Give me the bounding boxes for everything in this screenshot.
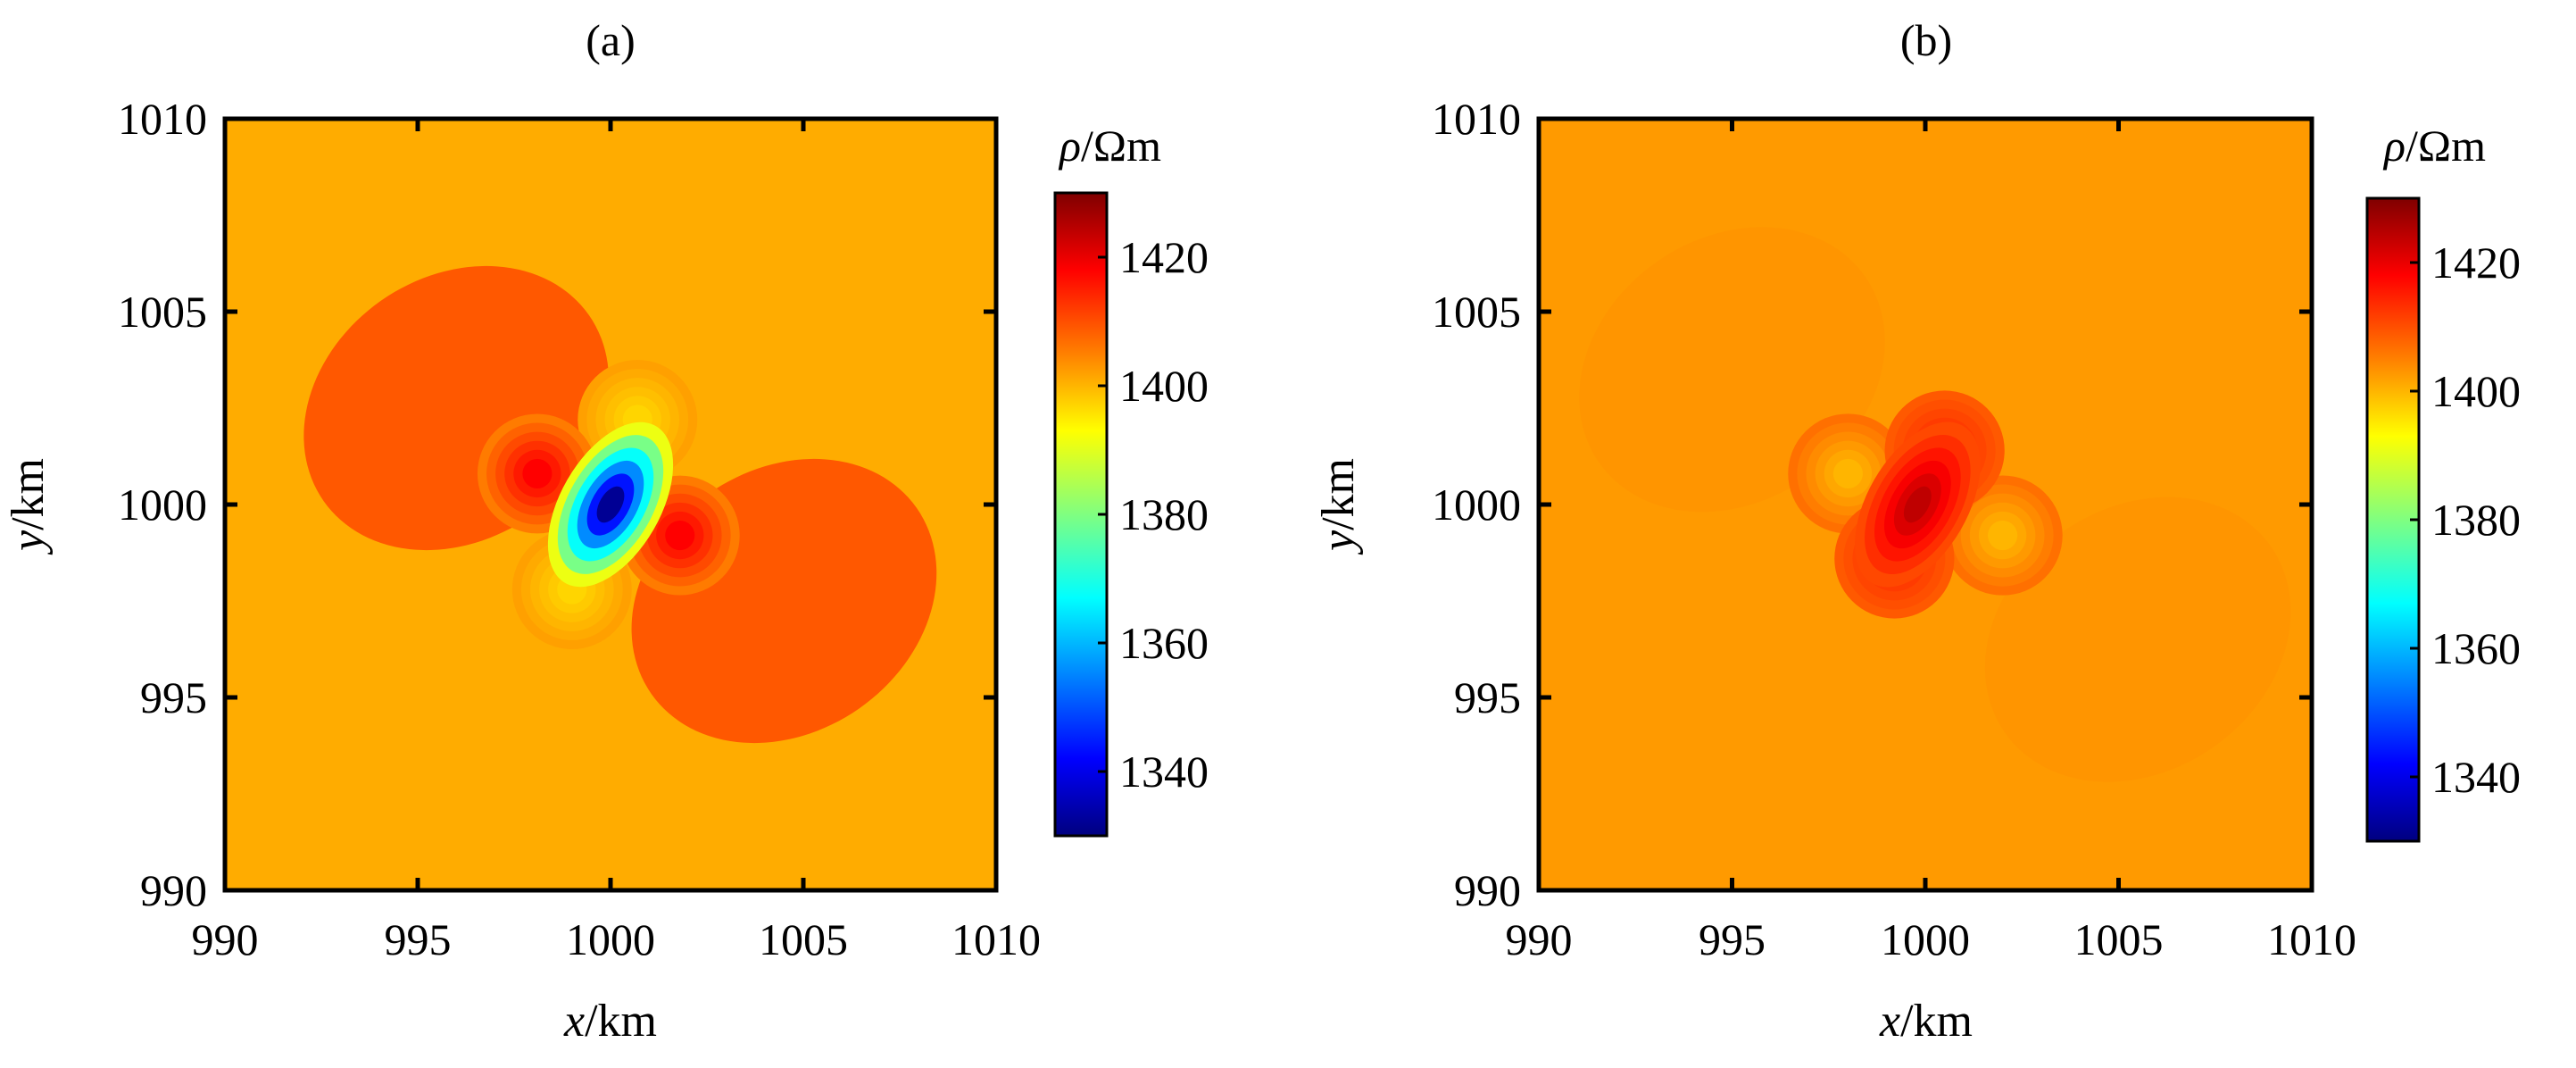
contour-ring (596, 486, 625, 523)
colorbar-tick-label: 1380 (1119, 489, 1209, 539)
y-tick-label: 1000 (1432, 480, 1521, 530)
colorbar-tick-label: 1420 (2431, 238, 2521, 288)
x-ticks-b: 990 995 1000 1005 1010 (1506, 119, 2356, 964)
x-tick-label: 1005 (2074, 914, 2164, 964)
colorbar-tick-label: 1420 (1119, 232, 1209, 282)
y-ticks-b: 990 995 1000 1005 1010 (1432, 94, 2312, 915)
colorbar-tick-label: 1340 (2431, 752, 2521, 802)
colorbar-label-b: ρ/Ωm (2382, 121, 2486, 171)
contour-lobe (1984, 496, 2291, 782)
x-tick-label: 1010 (951, 914, 1041, 964)
x-axis-label-a: x/km (563, 996, 657, 1047)
y-tick-label: 990 (140, 865, 207, 915)
colorbar-tick-label: 1340 (1119, 747, 1209, 797)
x-tick-label: 990 (192, 914, 259, 964)
x-tick-label: 990 (1506, 914, 1573, 964)
panel-a: (a) 990 995 1000 1005 1010 990 995 1000 1005 101… (3, 15, 1209, 1047)
colorbar-ticks-b: 1340 1360 1380 1400 1420 (2410, 238, 2521, 802)
x-tick-label: 1000 (566, 914, 655, 964)
x-tick-label: 1000 (1881, 914, 1970, 964)
x-axis-label-b: x/km (1879, 996, 1973, 1047)
y-axis-label-a: y/km (3, 458, 54, 555)
x-tick-label: 995 (1699, 914, 1766, 964)
colorbar-ticks-a: 1340 1360 1380 1400 1420 (1098, 232, 1209, 797)
x-tick-label: 1010 (2267, 914, 2356, 964)
contour-ring (1832, 458, 1863, 489)
x-tick-label: 995 (385, 914, 452, 964)
y-axis-label-b: y/km (1313, 458, 1364, 555)
contour-ring (522, 458, 553, 488)
y-tick-label: 1005 (1432, 287, 1521, 337)
field-b (1579, 227, 2291, 782)
colorbar-label-a: ρ/Ωm (1058, 121, 1161, 171)
panel-b: (b) 990 995 1000 1005 1010 990 995 1000 1005 101… (1313, 15, 2521, 1047)
y-tick-label: 990 (1454, 865, 1521, 915)
y-tick-label: 1000 (118, 480, 207, 530)
panel-title-b: (b) (1900, 15, 1952, 65)
x-ticks-a: 990 995 1000 1005 1010 (192, 119, 1041, 964)
y-ticks-a: 990 995 1000 1005 1010 (118, 94, 996, 915)
colorbar-tick-label: 1380 (2431, 495, 2521, 545)
y-tick-label: 1010 (118, 94, 207, 144)
y-tick-label: 995 (1454, 672, 1521, 722)
y-tick-label: 995 (140, 672, 207, 722)
panel-title-a: (a) (586, 15, 636, 65)
contour-ring (1988, 520, 2018, 551)
y-tick-label: 1010 (1432, 94, 1521, 144)
y-tick-label: 1005 (118, 287, 207, 337)
contour-ring (1903, 486, 1932, 523)
colorbar-tick-label: 1400 (1119, 361, 1209, 411)
field-a (303, 265, 937, 744)
colorbar-tick-label: 1360 (1119, 618, 1209, 668)
x-tick-label: 1005 (759, 914, 848, 964)
contour-ring (665, 521, 695, 551)
colorbar-tick-label: 1400 (2431, 366, 2521, 416)
colorbar-tick-label: 1360 (2431, 623, 2521, 673)
